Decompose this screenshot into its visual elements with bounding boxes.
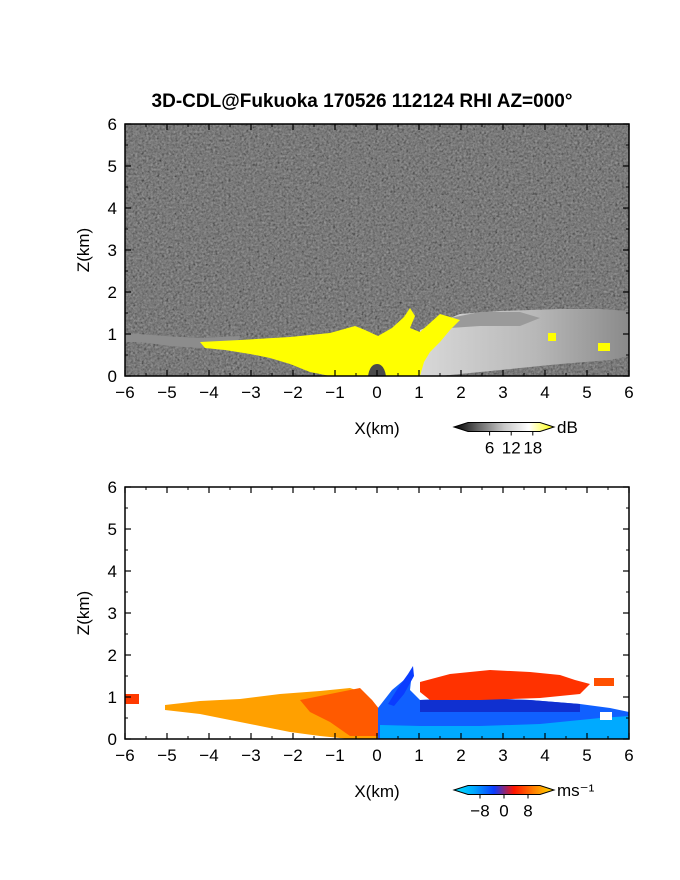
- x-tick-label: −5: [157, 383, 176, 402]
- x-tick-label: −6: [115, 383, 134, 402]
- y-tick-label: 2: [108, 283, 117, 302]
- x-tick-label: 5: [582, 746, 591, 765]
- x-tick-label: −6: [115, 746, 134, 765]
- x-tick-label: 1: [414, 383, 423, 402]
- bottom-panel-echo-red-upper: [420, 670, 590, 700]
- colorbar-unit: dB: [557, 418, 578, 437]
- x-tick-label: 6: [624, 746, 633, 765]
- bottom-panel: −6 −5 −4 −3 −2 −1 0 1 2 3 4 5 6 0 1 2 3 4 5 6 X(km) Z(km) −…: [74, 478, 634, 821]
- colorbar-bar: [452, 422, 556, 432]
- top-panel-xlabel: X(km): [354, 419, 399, 438]
- colorbar-tick-label: 12: [502, 439, 521, 458]
- x-tick-label: 0: [372, 383, 381, 402]
- y-tick-label: 5: [108, 157, 117, 176]
- x-tick-label: 1: [414, 746, 423, 765]
- bottom-panel-echo-blue-spike: [388, 666, 414, 706]
- y-tick-label: 1: [108, 688, 117, 707]
- y-tick-label: 0: [108, 730, 117, 749]
- y-tick-label: 4: [108, 199, 117, 218]
- x-tick-label: 2: [456, 746, 465, 765]
- y-tick-label: 3: [108, 241, 117, 260]
- x-tick-label: 4: [540, 746, 549, 765]
- bottom-panel-echo-cyan: [380, 716, 629, 739]
- y-tick-label: 4: [108, 562, 117, 581]
- top-panel-ylabel: Z(km): [74, 228, 93, 272]
- bottom-panel-echo-blue-dark: [420, 698, 580, 712]
- y-tick-label: 0: [108, 367, 117, 386]
- top-panel-axes: −6 −5 −4 −3 −2 −1 0 1 2 3 4 5 6 0 1 2 3 4 5 6: [108, 115, 634, 402]
- x-tick-label: −2: [283, 746, 302, 765]
- top-panel-echo-gray-upper: [440, 312, 540, 328]
- bottom-panel-xlabel: X(km): [354, 782, 399, 801]
- y-tick-label: 6: [108, 115, 117, 134]
- y-tick-label: 6: [108, 478, 117, 497]
- colorbar-tick-label: 6: [485, 439, 494, 458]
- colorbar-tick-label: 0: [499, 802, 508, 821]
- x-tick-label: 2: [456, 383, 465, 402]
- x-tick-label: 3: [498, 383, 507, 402]
- bottom-panel-ylabel: Z(km): [74, 591, 93, 635]
- x-tick-label: 3: [498, 746, 507, 765]
- x-tick-label: 0: [372, 746, 381, 765]
- top-panel-echo-spot: [598, 343, 610, 351]
- x-tick-label: −1: [325, 746, 344, 765]
- x-tick-label: 4: [540, 383, 549, 402]
- colorbar-tick-label: −8: [470, 802, 489, 821]
- bottom-panel-echo-red-core: [300, 688, 380, 736]
- x-tick-label: 5: [582, 383, 591, 402]
- y-tick-label: 5: [108, 520, 117, 539]
- top-panel-echo-saturated: [200, 308, 460, 376]
- colorbar-unit: ms⁻¹: [557, 781, 595, 800]
- figure-title: 3D-CDL@Fukuoka 170526 112124 RHI AZ=000°: [152, 91, 573, 112]
- colorbar-bar: [452, 785, 556, 795]
- bottom-panel-echo-far-red: [125, 694, 139, 704]
- x-tick-label: −2: [283, 383, 302, 402]
- bottom-panel-echo-spot: [594, 678, 614, 686]
- colorbar-tick-label: 18: [523, 439, 542, 458]
- top-panel-echo-spot: [548, 333, 556, 341]
- x-tick-label: −4: [199, 746, 218, 765]
- y-tick-label: 2: [108, 646, 117, 665]
- x-tick-label: 6: [624, 383, 633, 402]
- colorbar-tick-label: 8: [523, 802, 532, 821]
- top-panel-colorbar: 6 12 18 dB: [452, 418, 578, 458]
- bottom-panel-echo-spot: [600, 712, 612, 720]
- x-tick-label: −4: [199, 383, 218, 402]
- y-tick-label: 1: [108, 325, 117, 344]
- x-tick-label: −1: [325, 383, 344, 402]
- x-tick-label: −3: [241, 746, 260, 765]
- y-tick-label: 3: [108, 604, 117, 623]
- x-tick-label: −3: [241, 383, 260, 402]
- bottom-panel-colorbar: −8 0 8 ms⁻¹: [452, 781, 595, 821]
- bottom-panel-axes: −6 −5 −4 −3 −2 −1 0 1 2 3 4 5 6 0 1 2 3 4 5 6: [108, 478, 634, 765]
- x-tick-label: −5: [157, 746, 176, 765]
